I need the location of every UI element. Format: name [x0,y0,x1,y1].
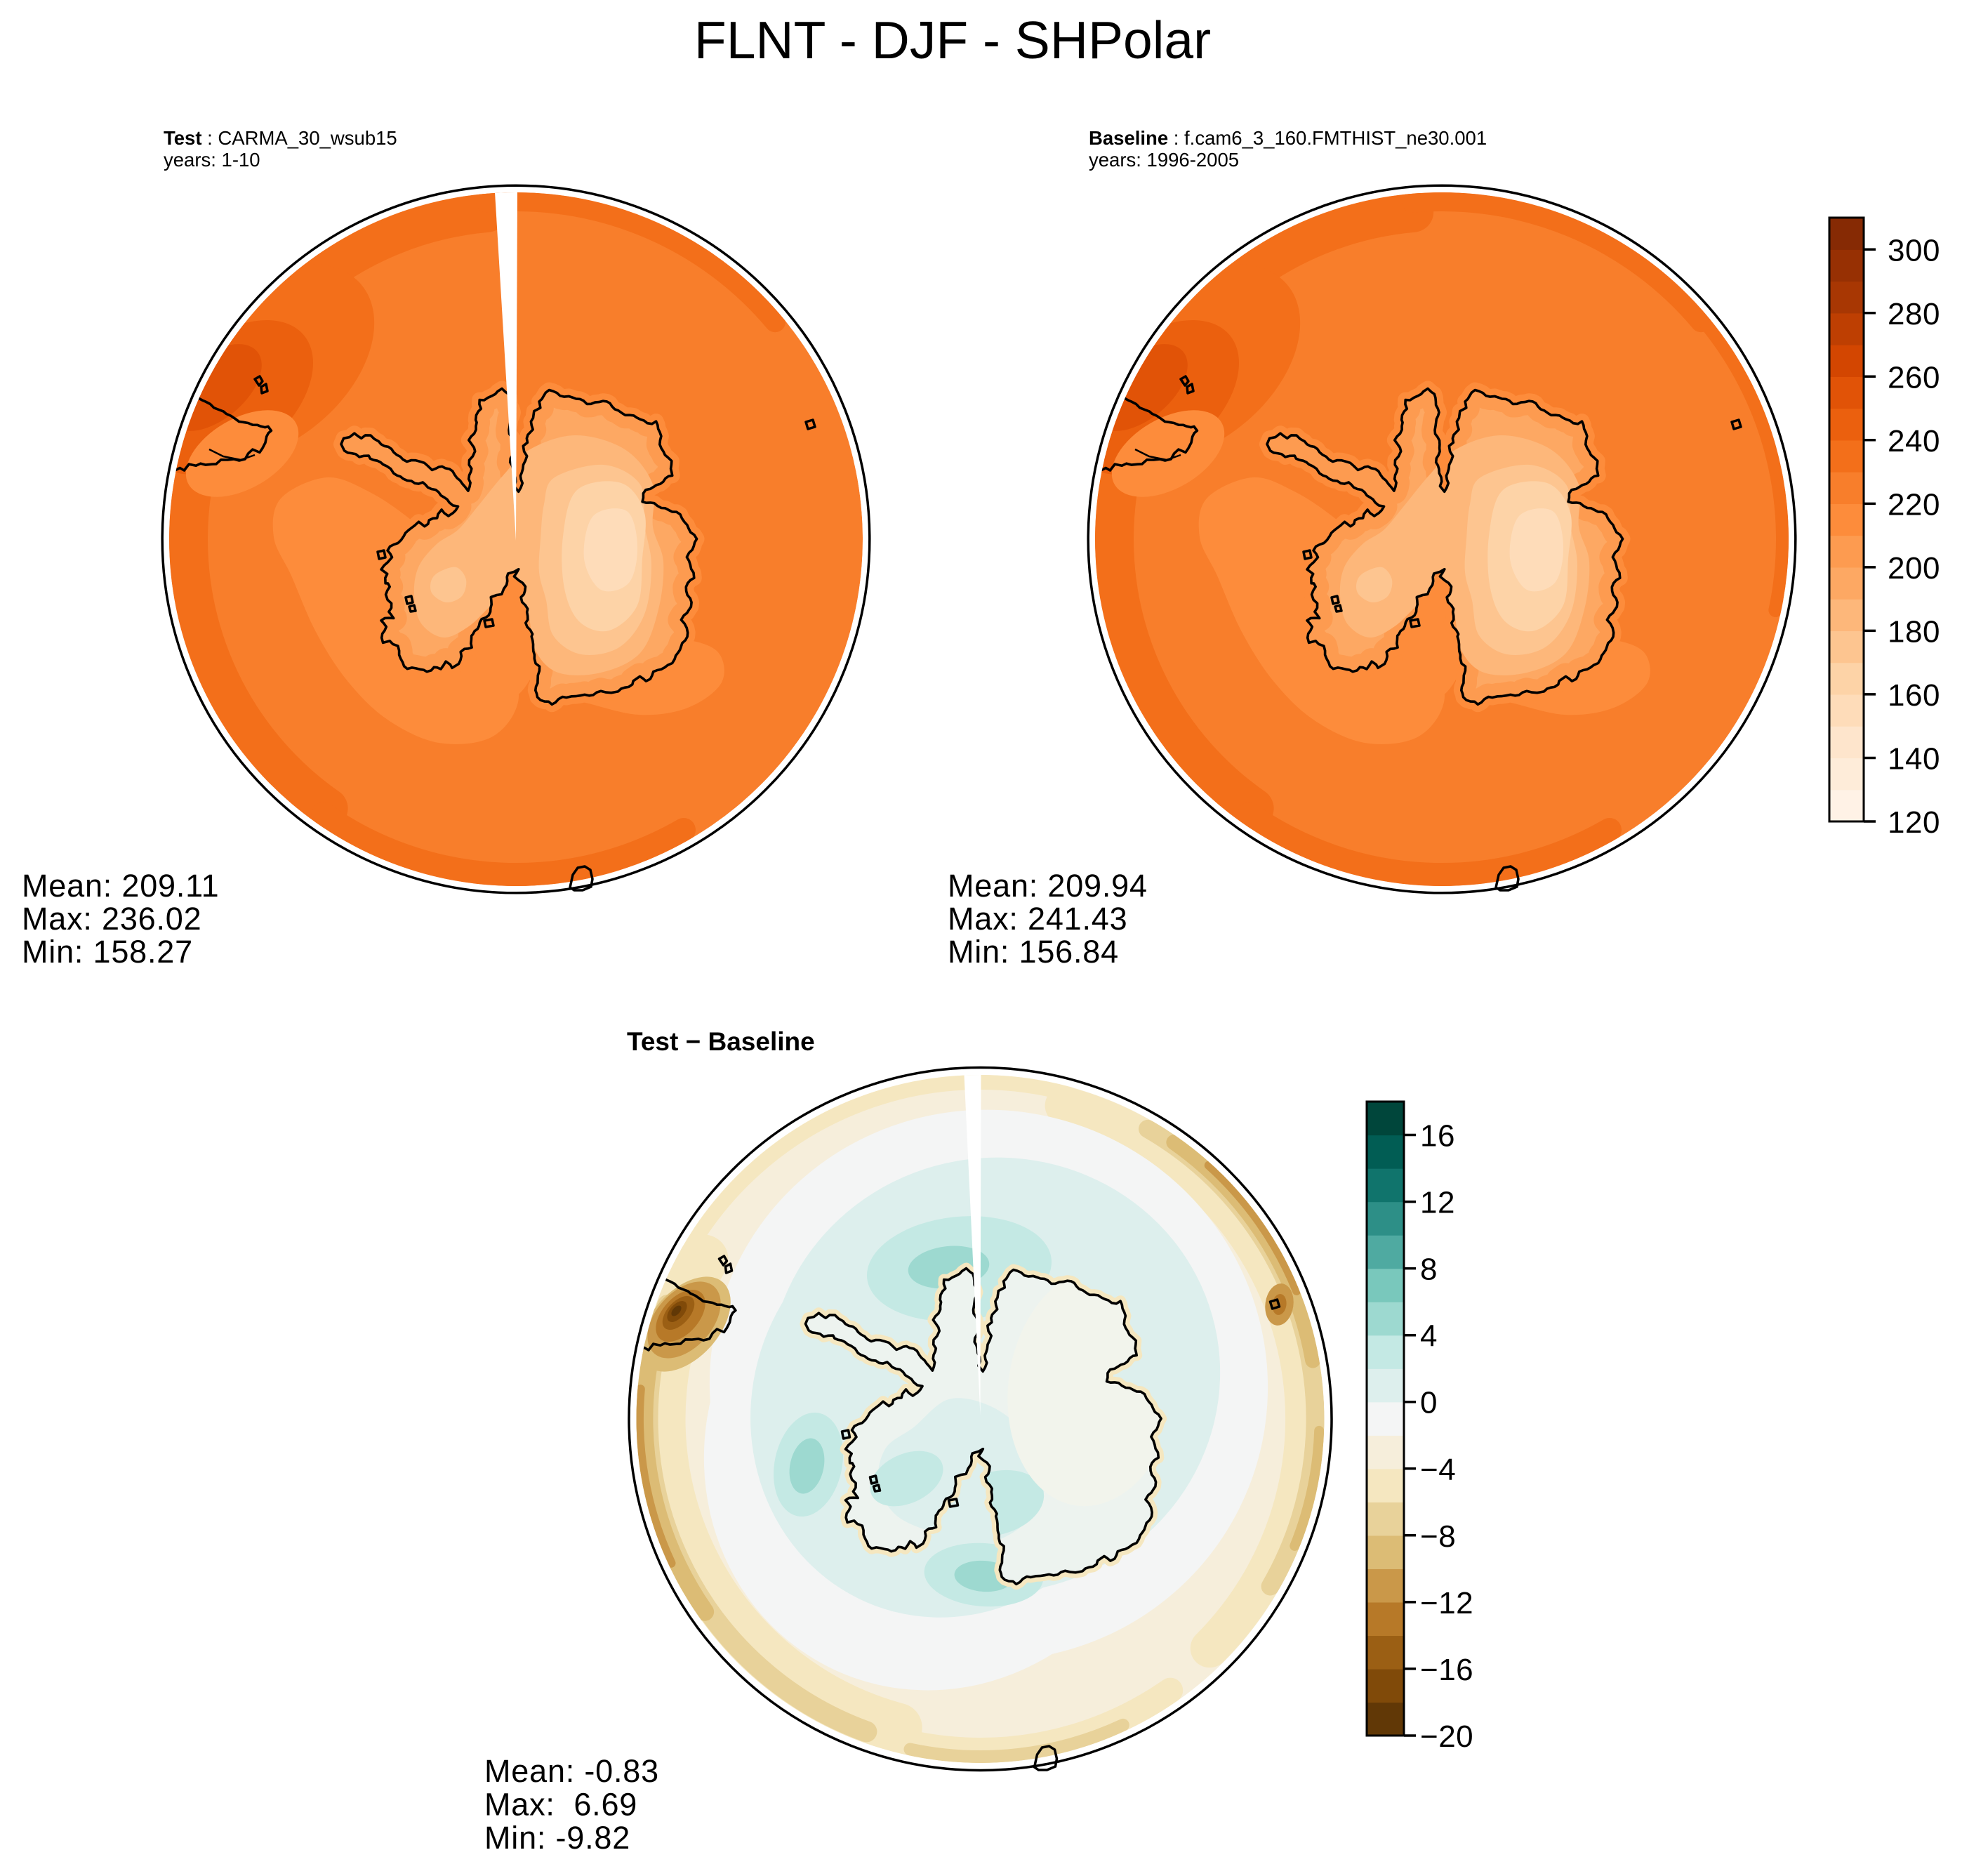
svg-text:Min: 158.27: Min: 158.27 [22,934,193,970]
svg-text:Test : CARMA_30_wsub15: Test : CARMA_30_wsub15 [164,127,397,149]
svg-text:8: 8 [1420,1253,1438,1287]
svg-text:Max: 6.69: Max: 6.69 [484,1787,637,1823]
svg-text:260: 260 [1888,360,1940,395]
svg-text:Test − Baseline: Test − Baseline [627,1027,815,1056]
svg-text:280: 280 [1888,297,1940,331]
svg-text:Max: 241.43: Max: 241.43 [948,901,1127,937]
svg-text:200: 200 [1888,551,1940,586]
svg-text:Mean: 209.94: Mean: 209.94 [948,868,1148,904]
svg-text:4: 4 [1420,1319,1438,1354]
svg-text:−8: −8 [1420,1519,1456,1554]
svg-text:FLNT - DJF - SHPolar: FLNT - DJF - SHPolar [694,11,1211,70]
svg-text:years: 1996-2005: years: 1996-2005 [1089,149,1239,171]
svg-text:Mean: -0.83: Mean: -0.83 [484,1753,659,1789]
svg-text:−12: −12 [1420,1586,1473,1620]
svg-text:140: 140 [1888,742,1940,777]
svg-text:Min: 156.84: Min: 156.84 [948,934,1119,970]
svg-text:240: 240 [1888,424,1940,458]
svg-text:12: 12 [1420,1186,1455,1220]
svg-text:years: 1-10: years: 1-10 [164,149,260,171]
svg-text:180: 180 [1888,614,1940,649]
svg-text:Max: 236.02: Max: 236.02 [22,901,201,937]
svg-text:Baseline : f.cam6_3_160.FMTHIS: Baseline : f.cam6_3_160.FMTHIST_ne30.001 [1089,127,1487,149]
svg-text:300: 300 [1888,233,1940,267]
svg-text:0: 0 [1420,1386,1438,1420]
svg-text:16: 16 [1420,1119,1455,1154]
svg-text:Mean: 209.11: Mean: 209.11 [22,868,219,904]
svg-text:−16: −16 [1420,1653,1473,1687]
svg-text:160: 160 [1888,678,1940,713]
svg-text:220: 220 [1888,487,1940,522]
svg-text:120: 120 [1888,805,1940,840]
svg-text:Min: -9.82: Min: -9.82 [484,1820,630,1856]
svg-text:−20: −20 [1420,1719,1473,1754]
svg-text:−4: −4 [1420,1453,1456,1487]
